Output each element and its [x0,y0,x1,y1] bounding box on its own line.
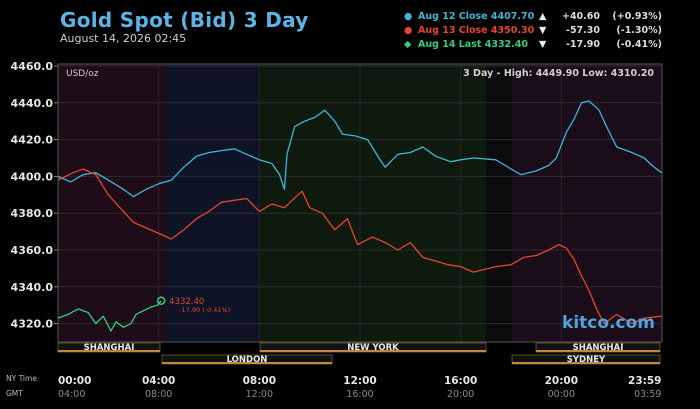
x-tick-label-ny: 00:00 [58,375,91,387]
session-label-shanghai: SHANGHAI [84,343,135,353]
series-dot-icon: ● [404,25,413,36]
session-underline [512,362,660,364]
plot-frame [57,63,663,343]
session-shading-new-york [260,64,486,342]
ny-time-label: NY Time [6,374,37,383]
y-tick-label: 4320.0 [11,318,54,331]
x-tick-label-gmt: 20:00 [447,389,474,400]
watermark: kitco.com [562,313,655,333]
legend-row-aug14: ◆ Aug 14 Last 4332.40 ▼ -17.90 (-0.41%) [402,38,694,52]
session-shading-sydney [512,64,662,342]
x-tick-label-ny: 12:00 [343,375,376,387]
arrow-up-icon: ▲ [539,11,547,22]
x-tick-label-ny: 20:00 [545,375,578,387]
unit-label: USD/oz [66,69,99,79]
legend-percent: (-1.30%) [616,25,662,36]
y-tick-label: 4400.0 [11,170,54,183]
legend-percent: (+0.93%) [612,11,662,22]
legend-label: Aug 12 Close 4407.70 [418,11,535,22]
x-tick-label-gmt: 08:00 [145,389,172,400]
legend-row-aug12: ● Aug 12 Close 4407.70 ▲ +40.60 (+0.93%) [402,10,694,24]
session-label-sydney: SYDNEY [567,355,606,365]
series-dot-icon: ● [404,11,413,22]
legend-row-aug13: ● Aug 13 Close 4350.30 ▼ -57.30 (-1.30%) [402,24,694,38]
x-tick-label-gmt: 03:59 [634,389,661,400]
x-tick-label-ny: 08:00 [243,375,276,387]
session-underline [260,350,486,352]
y-tick-label: 4360.0 [11,244,54,257]
gmt-label: GMT [6,389,23,398]
series-line-1 [58,168,662,325]
x-tick-label-gmt: 16:00 [346,389,373,400]
y-tick-label: 4420.0 [11,134,54,147]
x-tick-label-ny: 04:00 [142,375,175,387]
y-axis-ticks: 4460.0 4440.0 4420.0 4400.0 4380.0 4360.0 4340… [11,60,58,331]
session-gap [486,64,512,342]
chart-header: Gold Spot (Bid) 3 Day August 14, 2026 02… [0,0,700,60]
series-line-0 [58,100,662,198]
y-tick-label: 4460.0 [11,60,54,73]
legend-label: Aug 13 Close 4350.30 [418,25,535,36]
last-price-label: 4332.40 [169,297,204,307]
chart-title: Gold Spot (Bid) 3 Day [60,8,309,32]
series-diamond-icon: ◆ [404,39,412,50]
y-tick-label: 4380.0 [11,207,54,220]
session-label-london: LONDON [227,355,268,365]
series-lines [58,100,662,332]
legend-change: +40.60 [561,11,600,22]
legend: ● Aug 12 Close 4407.70 ▲ +40.60 (+0.93%)… [402,10,694,52]
x-tick-label-gmt: 04:00 [58,389,85,400]
range-label: 3 Day - High: 4449.90 Low: 4310.20 [463,68,654,79]
session-bars: SHANGHAI NEW YORK SHANGHAI LONDON SYDNEY [57,342,661,365]
x-tick-label-gmt: 12:00 [246,389,273,400]
session-label-shanghai-2: SHANGHAI [573,343,624,353]
timestamp: August 14, 2026 02:45 [60,32,187,45]
x-gridlines [158,64,562,342]
session-shading-shanghai [58,64,166,342]
series-line-2 [58,300,162,332]
session-label-new-york: NEW YORK [347,343,399,353]
last-price-marker: 4332.40-17.90 (-0.41%) [156,296,230,314]
legend-change: -17.90 [566,39,600,50]
legend-percent: (-0.41%) [616,39,662,50]
y-tick-label: 4340.0 [11,281,54,294]
arrow-down-icon: ▼ [539,39,547,50]
legend-change: -57.30 [566,25,600,36]
x-axis-ticks: 00:00 04:00 04:00 08:00 08:00 12:00 12:00 16:00… [58,375,661,400]
x-tick-label-ny: 16:00 [444,375,477,387]
legend-label: Aug 14 Last 4332.40 [418,39,528,50]
last-change-label: -17.90 (-0.41%) [179,306,230,314]
session-underline [162,362,332,364]
last-price-dot [156,296,166,306]
x-tick-label-ny: 23:59 [628,375,661,387]
session-shading-london [166,64,260,342]
y-tick-label: 4440.0 [11,97,54,110]
session-underline [58,350,160,352]
arrow-down-icon: ▼ [539,25,547,36]
session-underline [536,350,660,352]
x-tick-label-gmt: 00:00 [548,389,575,400]
